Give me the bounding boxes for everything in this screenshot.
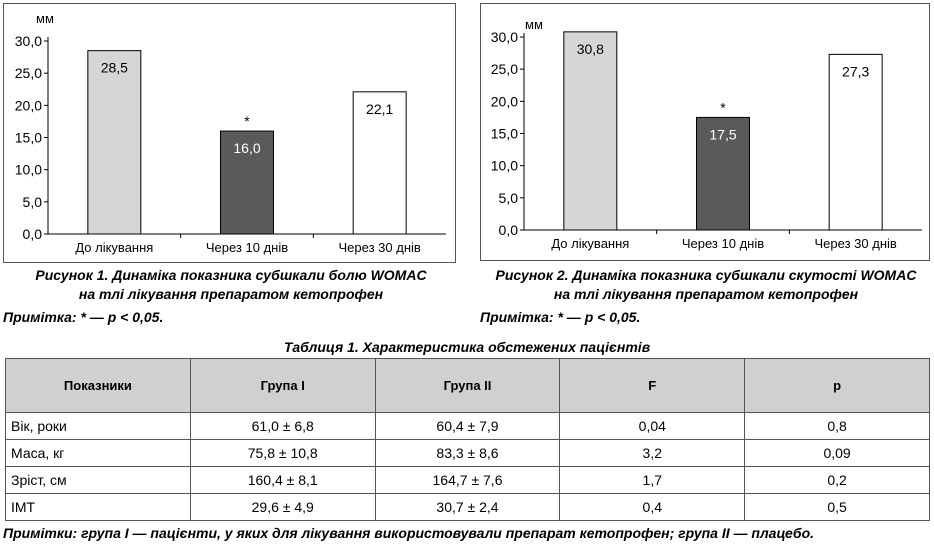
table-cell: Маса, кг <box>5 439 191 467</box>
chart-2-note: Примітка: * — p < 0,05. <box>480 309 641 325</box>
bar <box>828 53 883 231</box>
table-header: Група I <box>189 358 376 413</box>
table-cell: 29,6 ± 4,9 <box>189 493 376 521</box>
y-axis-label: мм <box>36 11 54 26</box>
x-tick-label: Через 10 днів <box>206 240 288 255</box>
table-cell: 0,2 <box>744 466 930 494</box>
table-cell: Зріст, см <box>5 466 191 494</box>
table-cell: 30,7 ± 2,4 <box>374 493 561 521</box>
chart-2-caption: Рисунок 2. Динаміка показника субшкали с… <box>478 266 934 304</box>
significance-mark: * <box>244 113 250 129</box>
bar-value-label: 28,5 <box>101 60 128 76</box>
table-header: Показники <box>5 358 191 413</box>
x-tick-label: Через 30 днів <box>815 236 897 251</box>
table-cell: 160,4 ± 8,1 <box>189 466 376 494</box>
y-tick-label: 30,0 <box>15 33 42 49</box>
table-row: ІМТ 29,6 ± 4,9 30,7 ± 2,4 0,4 0,5 <box>5 493 930 521</box>
table-header-row: Показники Група I Група II F p <box>5 358 930 413</box>
table-cell: 0,8 <box>744 412 930 440</box>
significance-mark: * <box>720 99 726 115</box>
y-tick-label: 10,0 <box>15 162 42 178</box>
y-tick-label: 25,0 <box>15 65 42 81</box>
table-header: p <box>744 358 930 413</box>
y-axis-label: мм <box>525 17 543 32</box>
table-cell: 0,09 <box>744 439 930 467</box>
y-tick-label: 10,0 <box>491 158 518 174</box>
table-cell: 164,7 ± 7,6 <box>374 466 561 494</box>
table-row: Вік, роки 61,0 ± 6,8 60,4 ± 7,9 0,04 0,8 <box>5 412 930 440</box>
table-cell: 60,4 ± 7,9 <box>374 412 561 440</box>
table-cell: 1,7 <box>559 466 746 494</box>
bar <box>220 130 274 235</box>
y-tick-label: 25,0 <box>491 61 518 77</box>
bar <box>87 50 142 235</box>
chart-1-caption: Рисунок 1. Динаміка показника субшкали б… <box>3 266 459 304</box>
x-tick-label: До лікування <box>551 236 629 251</box>
y-tick-label: 20,0 <box>15 97 42 113</box>
table-row: Зріст, см 160,4 ± 8,1 164,7 ± 7,6 1,7 0,… <box>5 466 930 494</box>
table-footnote: Примітки: група I — пацієнти, у яких для… <box>3 525 815 541</box>
bar-value-label: 17,5 <box>709 126 736 142</box>
bar-value-label: 22,1 <box>366 101 393 117</box>
table-cell: 0,04 <box>559 412 746 440</box>
patients-table: Показники Група I Група II F p Вік, роки… <box>5 358 930 521</box>
y-tick-label: 5,0 <box>499 190 519 206</box>
table-header: Група II <box>374 358 561 413</box>
chart-1-note: Примітка: * — p < 0,05. <box>3 309 164 325</box>
bar <box>696 116 750 231</box>
table-cell: 0,4 <box>559 493 746 521</box>
y-tick-label: 30,0 <box>491 29 518 45</box>
y-tick-label: 15,0 <box>15 130 42 146</box>
x-tick-label: До лікування <box>75 240 153 255</box>
table-cell: Вік, роки <box>5 412 191 440</box>
y-tick-label: 0,0 <box>499 222 519 238</box>
bar-value-label: 27,3 <box>842 63 869 79</box>
x-tick-label: Через 10 днів <box>682 236 764 251</box>
table-title: Таблиця 1. Характеристика обстежених пац… <box>283 339 651 355</box>
y-tick-label: 0,0 <box>23 226 43 242</box>
bar-value-label: 30,8 <box>577 41 604 57</box>
chart-1-caption-line2: на тлі лікування препаратом кетопрофен <box>78 286 384 302</box>
chart-2-caption-line1: Рисунок 2. Динаміка показника субшкали с… <box>495 267 917 283</box>
y-tick-label: 15,0 <box>491 126 518 142</box>
table-cell: 83,3 ± 8,6 <box>374 439 561 467</box>
y-tick-label: 5,0 <box>23 194 43 210</box>
bar <box>352 91 407 235</box>
table-cell: 0,5 <box>744 493 930 521</box>
table-cell: 61,0 ± 6,8 <box>189 412 376 440</box>
chart-1-caption-line1: Рисунок 1. Динаміка показника субшкали б… <box>35 267 427 283</box>
y-tick-label: 20,0 <box>491 93 518 109</box>
table-header: F <box>559 358 746 413</box>
x-tick-label: Через 30 днів <box>339 240 421 255</box>
chart-2-caption-line2: на тлі лікування препаратом кетопрофен <box>553 286 859 302</box>
table-cell: 3,2 <box>559 439 746 467</box>
table-cell: 75,8 ± 10,8 <box>189 439 376 467</box>
table-row: Маса, кг 75,8 ± 10,8 83,3 ± 8,6 3,2 0,09 <box>5 439 930 467</box>
table-cell: ІМТ <box>5 493 191 521</box>
bar-value-label: 16,0 <box>233 140 260 156</box>
bar <box>563 31 618 231</box>
